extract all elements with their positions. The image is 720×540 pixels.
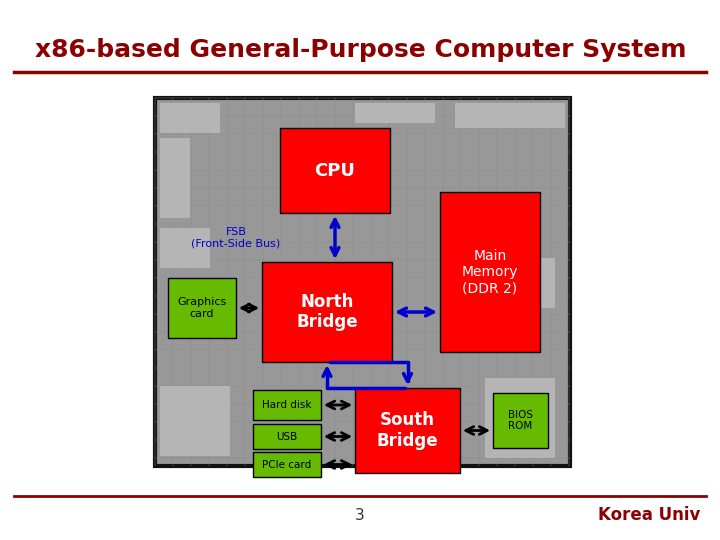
- Bar: [485, 378, 555, 458]
- Text: Korea Univ: Korea Univ: [598, 506, 700, 524]
- Text: x86-based General-Purpose Computer System: x86-based General-Purpose Computer Syste…: [35, 38, 686, 62]
- Bar: [355, 388, 460, 473]
- Bar: [253, 390, 321, 420]
- Bar: [155, 98, 570, 466]
- Text: Main
Memory
(DDR 2): Main Memory (DDR 2): [462, 249, 518, 295]
- Bar: [160, 386, 230, 456]
- Bar: [355, 103, 435, 123]
- Bar: [160, 103, 220, 133]
- Bar: [262, 262, 392, 362]
- Bar: [440, 192, 540, 352]
- Text: Hard disk: Hard disk: [262, 400, 312, 410]
- Text: 3: 3: [355, 508, 365, 523]
- Bar: [455, 258, 555, 308]
- Bar: [253, 452, 321, 477]
- Bar: [253, 424, 321, 449]
- Text: South
Bridge: South Bridge: [377, 411, 438, 450]
- Text: BIOS
ROM: BIOS ROM: [508, 410, 533, 431]
- Text: Graphics
card: Graphics card: [177, 297, 227, 319]
- Bar: [280, 128, 390, 213]
- Text: USB: USB: [276, 431, 297, 442]
- Bar: [168, 278, 236, 338]
- Text: North
Bridge: North Bridge: [296, 293, 358, 332]
- Bar: [160, 138, 190, 218]
- Bar: [493, 393, 548, 448]
- Bar: [455, 103, 565, 128]
- Text: PCIe card: PCIe card: [262, 460, 312, 469]
- Text: FSB
(Front-Side Bus): FSB (Front-Side Bus): [192, 227, 281, 249]
- Text: CPU: CPU: [315, 161, 356, 179]
- Bar: [160, 228, 210, 268]
